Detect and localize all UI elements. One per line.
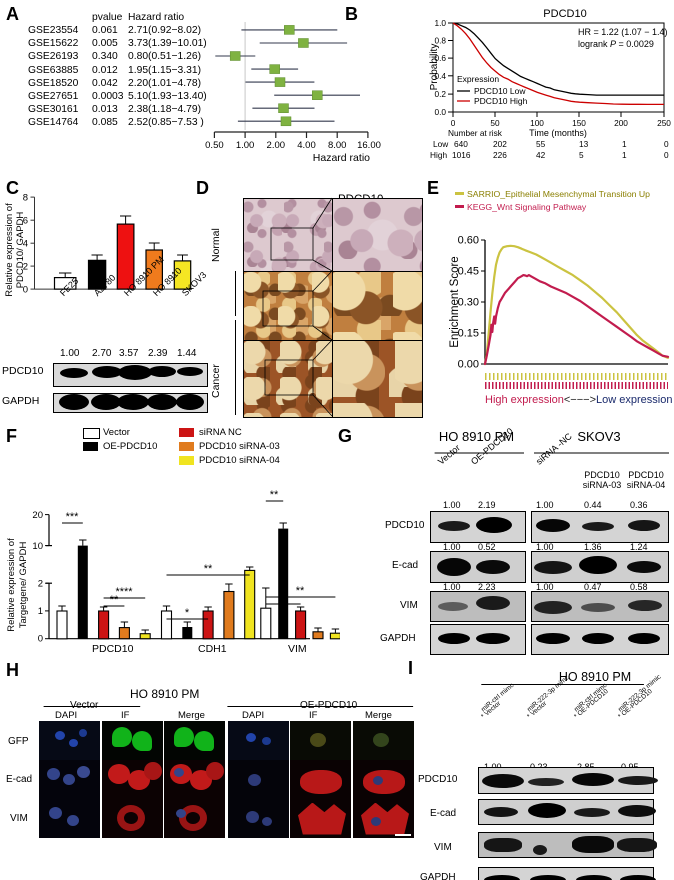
svg-text:KEGG_Wnt Signaling Pathway: KEGG_Wnt Signaling Pathway <box>467 202 587 212</box>
svg-text:Time (months): Time (months) <box>529 128 587 138</box>
svg-text:PDCD10 High: PDCD10 High <box>474 96 528 106</box>
svg-text:Relative expression of: Relative expression of <box>4 203 15 297</box>
svg-text:**: ** <box>296 585 305 597</box>
svg-text:200: 200 <box>614 118 628 128</box>
svg-text:**: ** <box>270 489 279 501</box>
svg-text:1.0: 1.0 <box>434 18 446 28</box>
svg-text:0.0: 0.0 <box>434 107 446 117</box>
svg-text:**: ** <box>204 563 213 575</box>
svg-text:100: 100 <box>530 118 544 128</box>
svg-text:150: 150 <box>572 118 586 128</box>
svg-text:Enrichment Score: Enrichment Score <box>449 256 461 347</box>
svg-text:1: 1 <box>38 606 43 617</box>
svg-text:**: ** <box>279 592 288 604</box>
svg-text:HR = 1.22 (1.07 − 1.4): HR = 1.22 (1.07 − 1.4) <box>578 27 668 37</box>
svg-text:SARRIO_Epithelial Mesenchymal: SARRIO_Epithelial Mesenchymal Transition… <box>467 189 650 199</box>
svg-text:Targetgene/ GAPDH: Targetgene/ GAPDH <box>18 542 29 629</box>
svg-text:0.60: 0.60 <box>458 235 479 247</box>
svg-text:10: 10 <box>32 541 43 552</box>
svg-text:*: * <box>185 607 190 619</box>
svg-text:250: 250 <box>657 118 671 128</box>
svg-text:2: 2 <box>38 579 43 590</box>
svg-text:1.00: 1.00 <box>236 140 255 151</box>
svg-text:0: 0 <box>38 634 43 645</box>
svg-text:Expression: Expression <box>457 74 499 84</box>
svg-text:0: 0 <box>451 118 456 128</box>
svg-text:20: 20 <box>32 510 43 521</box>
svg-text:logrank P = 0.0029: logrank P = 0.0029 <box>578 39 654 49</box>
svg-text:50: 50 <box>490 118 500 128</box>
svg-text:0.50: 0.50 <box>205 140 224 151</box>
svg-text:PDCD10/ GAPDH: PDCD10/ GAPDH <box>15 212 26 289</box>
svg-text:8: 8 <box>23 193 28 204</box>
svg-text:0.00: 0.00 <box>458 359 479 371</box>
svg-text:2.00: 2.00 <box>267 140 286 151</box>
svg-text:4.00: 4.00 <box>297 140 316 151</box>
svg-text:**: ** <box>110 594 119 606</box>
svg-text:Relative expression of: Relative expression of <box>6 538 17 632</box>
svg-text:PDCD10 Low: PDCD10 Low <box>474 86 526 96</box>
svg-text:***: *** <box>66 511 80 523</box>
svg-text:Probability: Probability <box>429 44 440 91</box>
